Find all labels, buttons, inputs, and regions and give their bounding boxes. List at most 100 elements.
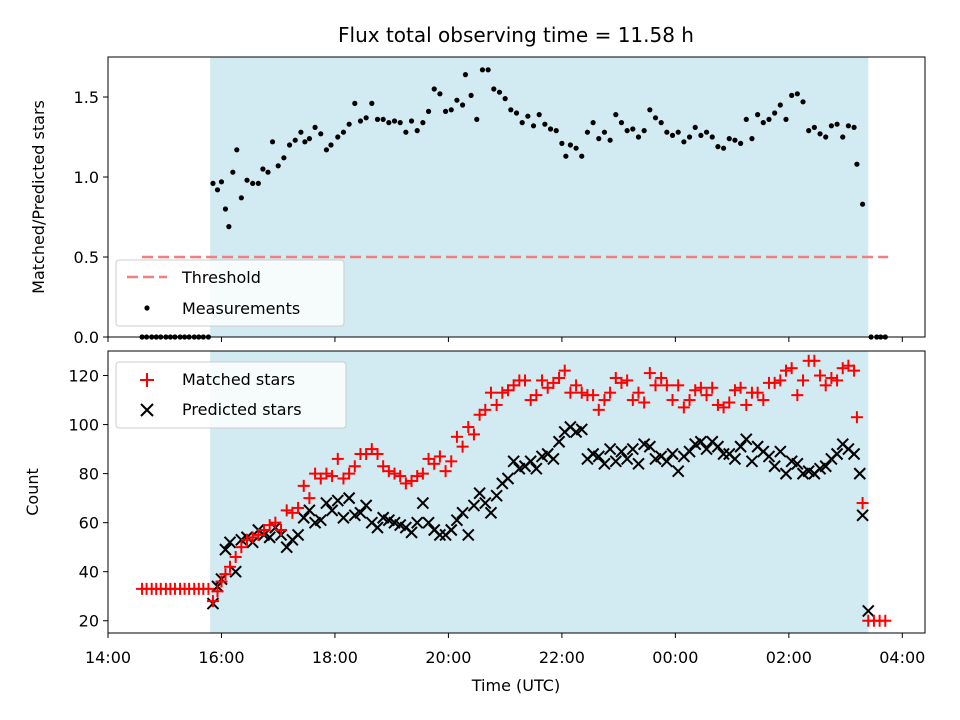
predicted-star-point bbox=[405, 526, 418, 539]
matched-star-point bbox=[757, 394, 770, 407]
predicted-star-point bbox=[371, 521, 384, 534]
matched-star-point bbox=[626, 394, 639, 407]
measurement-point bbox=[584, 129, 591, 135]
predicted-star-point bbox=[411, 516, 424, 529]
matched-star-point bbox=[856, 497, 869, 510]
matched-star-point bbox=[456, 440, 469, 453]
matched-star-point bbox=[850, 411, 863, 424]
predicted-star-point bbox=[530, 462, 543, 475]
measurement-point bbox=[567, 142, 573, 148]
matched-star-point bbox=[734, 381, 747, 394]
bottom-x-ticks: 14:00 16:00 18:00 20:00 22:00 00:00 02:00 04:00 bbox=[85, 633, 925, 667]
measurement-point bbox=[474, 116, 480, 122]
measurement-point bbox=[559, 140, 565, 146]
matched-star-point bbox=[819, 379, 832, 392]
matched-star-point bbox=[791, 389, 804, 402]
measurement-point bbox=[553, 128, 559, 134]
matched-star-point bbox=[879, 614, 892, 627]
measurement-point bbox=[624, 128, 630, 134]
measurement-point bbox=[823, 134, 829, 140]
predicted-star-point bbox=[603, 442, 617, 456]
measurement-point bbox=[448, 107, 454, 113]
bottom-x-tick-label: 14:00 bbox=[85, 648, 131, 667]
predicted-star-point bbox=[598, 457, 611, 471]
predicted-star-point bbox=[856, 509, 869, 522]
predicted-star-point bbox=[728, 452, 742, 466]
measurement-point bbox=[840, 134, 846, 140]
top-y-tick-label: 1.5 bbox=[74, 88, 99, 107]
measurement-point bbox=[601, 129, 608, 135]
measurement-point bbox=[536, 112, 542, 118]
measurement-point bbox=[323, 147, 330, 153]
measurement-point bbox=[214, 187, 221, 193]
matched-star-point bbox=[536, 374, 549, 387]
measurement-point bbox=[491, 86, 497, 92]
matched-star-point bbox=[570, 379, 583, 392]
matched-star-point bbox=[215, 575, 228, 588]
measurement-point bbox=[318, 131, 324, 137]
measurement-point bbox=[766, 116, 772, 122]
matched-star-point bbox=[433, 450, 446, 463]
measurement-point bbox=[210, 180, 216, 186]
measurement-point bbox=[386, 120, 392, 126]
predicted-star-point bbox=[853, 467, 866, 480]
predicted-star-point bbox=[416, 496, 430, 510]
measurement-point bbox=[312, 124, 318, 130]
matched-star-point bbox=[598, 394, 611, 407]
predicted-star-point bbox=[462, 528, 475, 542]
measurement-point bbox=[265, 169, 271, 175]
measurement-point bbox=[374, 116, 381, 122]
matched-star-point bbox=[751, 386, 764, 399]
measurement-point bbox=[669, 132, 676, 138]
top-legend: Threshold Measurements bbox=[115, 259, 345, 327]
measurement-point bbox=[222, 206, 229, 212]
measurement-point bbox=[306, 136, 313, 142]
measurement-point bbox=[218, 179, 225, 185]
matched-star-point bbox=[689, 384, 702, 397]
predicted-star-point bbox=[700, 442, 713, 456]
predicted-star-point bbox=[223, 536, 237, 549]
measurement-point bbox=[547, 126, 554, 132]
predicted-star-point bbox=[456, 506, 469, 520]
measurement-point bbox=[817, 131, 823, 137]
measurement-point bbox=[658, 120, 664, 126]
measurement-point bbox=[403, 129, 409, 135]
predicted-star-point bbox=[683, 445, 696, 458]
top-y-tick-label: 1.0 bbox=[74, 168, 99, 187]
measurement-point bbox=[513, 110, 520, 116]
predicted-star-point bbox=[694, 435, 708, 448]
predicted-star-point bbox=[473, 487, 486, 500]
matched-star-point bbox=[428, 457, 441, 470]
measurement-point bbox=[425, 108, 432, 114]
predicted-star-point bbox=[734, 440, 747, 453]
matched-star-point bbox=[683, 394, 696, 407]
bottom-y-tick-label: 100 bbox=[68, 416, 99, 435]
bottom-x-tick-label: 20:00 bbox=[425, 648, 471, 667]
measurement-point bbox=[408, 118, 415, 124]
predicted-star-point bbox=[717, 447, 730, 461]
top-y-axis-label: Matched/Predicted stars bbox=[29, 100, 48, 294]
predicted-star-point bbox=[552, 435, 566, 448]
matched-star-point bbox=[694, 381, 707, 394]
measurement-point bbox=[414, 128, 420, 134]
matched-star-point bbox=[297, 479, 310, 492]
matched-star-point bbox=[269, 516, 282, 529]
matched-star-point bbox=[229, 550, 242, 563]
predicted-star-point bbox=[819, 460, 832, 473]
measurement-point bbox=[369, 100, 375, 106]
predicted-star-point bbox=[479, 496, 492, 510]
matched-star-point bbox=[660, 379, 673, 392]
measurement-point bbox=[579, 153, 585, 159]
measurement-point bbox=[777, 102, 783, 108]
matched-star-point bbox=[797, 374, 810, 387]
predicted-star-point bbox=[325, 504, 339, 517]
matched-star-point bbox=[388, 467, 401, 480]
measurement-point bbox=[420, 120, 426, 126]
predicted-star-point bbox=[359, 499, 373, 512]
predicted-star-point bbox=[337, 511, 350, 524]
measurement-point bbox=[286, 142, 293, 148]
matched-star-point bbox=[768, 376, 781, 389]
measurement-point bbox=[519, 120, 525, 126]
measurement-point bbox=[794, 91, 800, 97]
matched-star-point bbox=[292, 501, 305, 514]
